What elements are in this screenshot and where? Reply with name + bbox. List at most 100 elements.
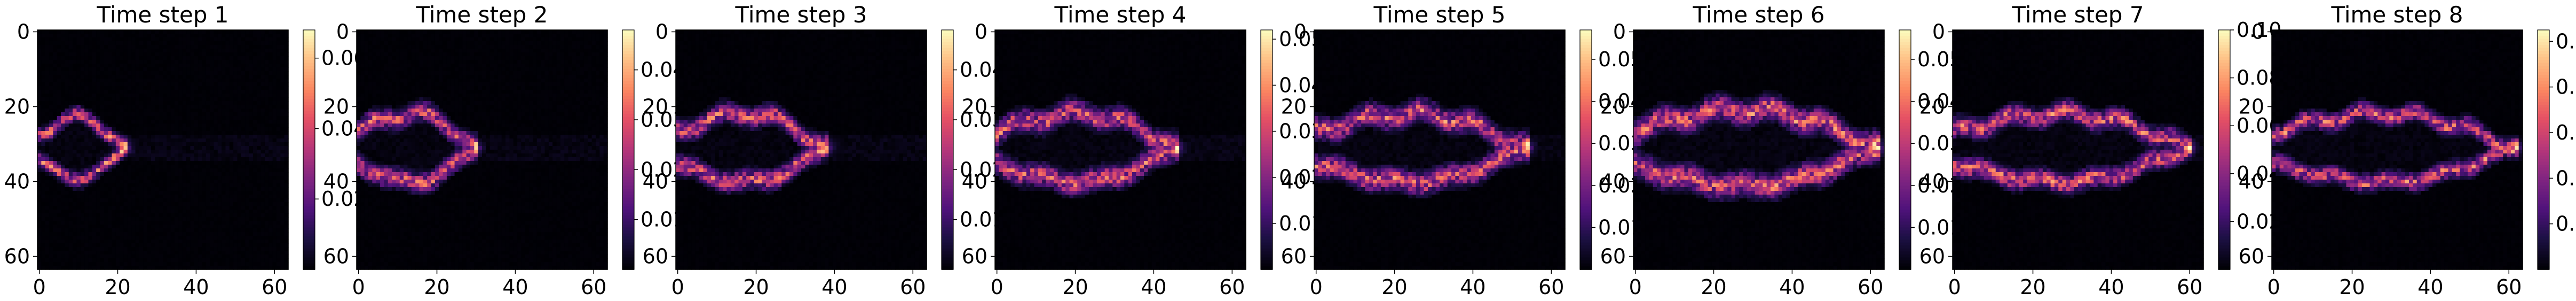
heatmap-cell bbox=[210, 56, 214, 60]
heatmap-cell bbox=[76, 34, 81, 38]
heatmap-cell bbox=[61, 97, 65, 102]
heatmap-cell bbox=[131, 41, 136, 45]
heatmap-cell bbox=[84, 97, 89, 102]
heatmap-cell bbox=[222, 90, 226, 94]
heatmap-cell bbox=[88, 75, 92, 79]
heatmap-cell bbox=[124, 82, 128, 87]
heatmap-cell bbox=[96, 45, 100, 49]
heatmap-cell bbox=[147, 41, 152, 45]
heatmap-cell bbox=[268, 45, 273, 49]
heatmap-cell bbox=[194, 90, 199, 94]
heatmap-cell bbox=[230, 97, 234, 102]
heatmap-cell bbox=[163, 82, 167, 87]
heatmap-cell bbox=[210, 37, 214, 42]
heatmap-cell bbox=[261, 37, 265, 42]
heatmap-cell bbox=[178, 30, 183, 34]
heatmap-cell bbox=[171, 82, 175, 87]
heatmap-cell bbox=[202, 30, 206, 34]
heatmap-cell bbox=[222, 49, 226, 53]
heatmap-cell bbox=[280, 34, 285, 38]
heatmap-cell bbox=[265, 86, 269, 90]
heatmap-cell bbox=[96, 97, 100, 102]
heatmap bbox=[37, 30, 289, 270]
heatmap-cell bbox=[253, 37, 257, 42]
heatmap-cell bbox=[276, 56, 281, 60]
heatmap-cell bbox=[116, 82, 120, 87]
heatmap-cell bbox=[202, 97, 206, 102]
heatmap-cell bbox=[96, 71, 100, 75]
heatmap-cell bbox=[69, 37, 73, 42]
heatmap-cell bbox=[41, 97, 45, 102]
heatmap-cell bbox=[112, 64, 116, 68]
heatmap-cell bbox=[186, 41, 191, 45]
heatmap-cell bbox=[57, 75, 61, 79]
heatmap-cell bbox=[151, 60, 155, 64]
heatmap-cell bbox=[249, 86, 254, 90]
heatmap-cell bbox=[218, 45, 222, 49]
heatmap-cell bbox=[131, 60, 136, 64]
heatmap-cell bbox=[175, 90, 179, 94]
heatmap-cell bbox=[49, 94, 53, 98]
heatmap-cell bbox=[131, 90, 136, 94]
heatmap-cell bbox=[128, 45, 132, 49]
heatmap-cell bbox=[257, 75, 261, 79]
heatmap-cell bbox=[186, 67, 191, 72]
heatmap-cell bbox=[139, 49, 144, 53]
heatmap-cell bbox=[222, 82, 226, 87]
heatmap-cell bbox=[163, 90, 167, 94]
heatmap-cell bbox=[151, 30, 155, 34]
heatmap-cell bbox=[280, 90, 285, 94]
heatmap-cell bbox=[65, 97, 69, 102]
heatmap-cell bbox=[49, 37, 53, 42]
heatmap-cell bbox=[53, 60, 57, 64]
heatmap-cell bbox=[253, 67, 257, 72]
heatmap-cell bbox=[61, 49, 65, 53]
heatmap-cell bbox=[120, 64, 124, 68]
heatmap-cell bbox=[53, 75, 57, 79]
heatmap-cell bbox=[92, 30, 97, 34]
heatmap-cell bbox=[273, 49, 277, 53]
heatmap-cell bbox=[81, 79, 85, 83]
heatmap-cell bbox=[171, 79, 175, 83]
heatmap-cell bbox=[136, 45, 140, 49]
heatmap-cell bbox=[69, 64, 73, 68]
heatmap-cell bbox=[167, 49, 171, 53]
heatmap-cell bbox=[276, 37, 281, 42]
heatmap-cell bbox=[41, 52, 45, 57]
heatmap-cell bbox=[241, 79, 246, 83]
heatmap-cell bbox=[198, 64, 202, 68]
heatmap-cell bbox=[61, 79, 65, 83]
heatmap-cell bbox=[226, 79, 230, 83]
heatmap-cell bbox=[100, 94, 105, 98]
heatmap-cell bbox=[116, 79, 120, 83]
heatmap-cell bbox=[49, 60, 53, 64]
heatmap-cell bbox=[257, 49, 261, 53]
heatmap-cell bbox=[49, 30, 53, 34]
heatmap-cell bbox=[206, 52, 210, 57]
heatmap-cell bbox=[253, 41, 257, 45]
heatmap-cell bbox=[167, 90, 171, 94]
heatmap-cell bbox=[167, 45, 171, 49]
heatmap-cell bbox=[202, 86, 206, 90]
heatmap-cell bbox=[175, 64, 179, 68]
heatmap-cell bbox=[178, 34, 183, 38]
heatmap-cell bbox=[131, 56, 136, 60]
heatmap-cell bbox=[37, 37, 42, 42]
heatmap-cell bbox=[214, 37, 218, 42]
heatmap-cell bbox=[202, 67, 206, 72]
heatmap-cell bbox=[151, 67, 155, 72]
heatmap-cell bbox=[261, 79, 265, 83]
heatmap-cell bbox=[143, 82, 147, 87]
heatmap-cell bbox=[65, 86, 69, 90]
heatmap-cell bbox=[245, 86, 249, 90]
heatmap-cell bbox=[175, 41, 179, 45]
heatmap-cell bbox=[268, 86, 273, 90]
heatmap-cell bbox=[65, 52, 69, 57]
heatmap-cell bbox=[155, 52, 159, 57]
heatmap-cell bbox=[155, 71, 159, 75]
heatmap-cell bbox=[226, 90, 230, 94]
heatmap-cell bbox=[81, 86, 85, 90]
heatmap-cell bbox=[206, 49, 210, 53]
heatmap-cell bbox=[57, 60, 61, 64]
heatmap-cell bbox=[88, 97, 92, 102]
